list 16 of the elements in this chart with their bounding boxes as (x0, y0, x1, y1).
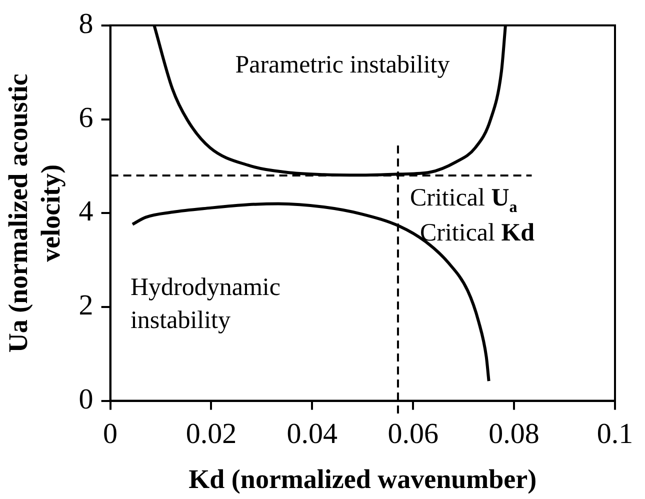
x-tick-label: 0.04 (286, 418, 338, 450)
y-tick-label: 8 (78, 8, 94, 40)
ref-line-label: Critical Kd (420, 220, 535, 247)
y-axis-title: Ua (normalized acoustic velocity) (3, 74, 66, 353)
x-tick-label: 0 (103, 418, 118, 450)
y-tick-label: 2 (78, 290, 94, 322)
x-tick-label: 0.08 (488, 418, 540, 450)
x-tick-label: 0.02 (186, 418, 237, 450)
y-tick-label: 0 (78, 383, 94, 416)
x-axis-title: Kd (normalized wavenumber) (188, 464, 537, 494)
x-tick-label: 0.06 (388, 418, 438, 450)
annotation: Parametric instability (235, 51, 450, 78)
y-tick-label: 4 (78, 196, 94, 228)
x-tick-label: 0.1 (596, 418, 634, 450)
y-tick-label: 6 (78, 102, 94, 134)
annotation: Hydrodynamic instability (130, 274, 280, 334)
